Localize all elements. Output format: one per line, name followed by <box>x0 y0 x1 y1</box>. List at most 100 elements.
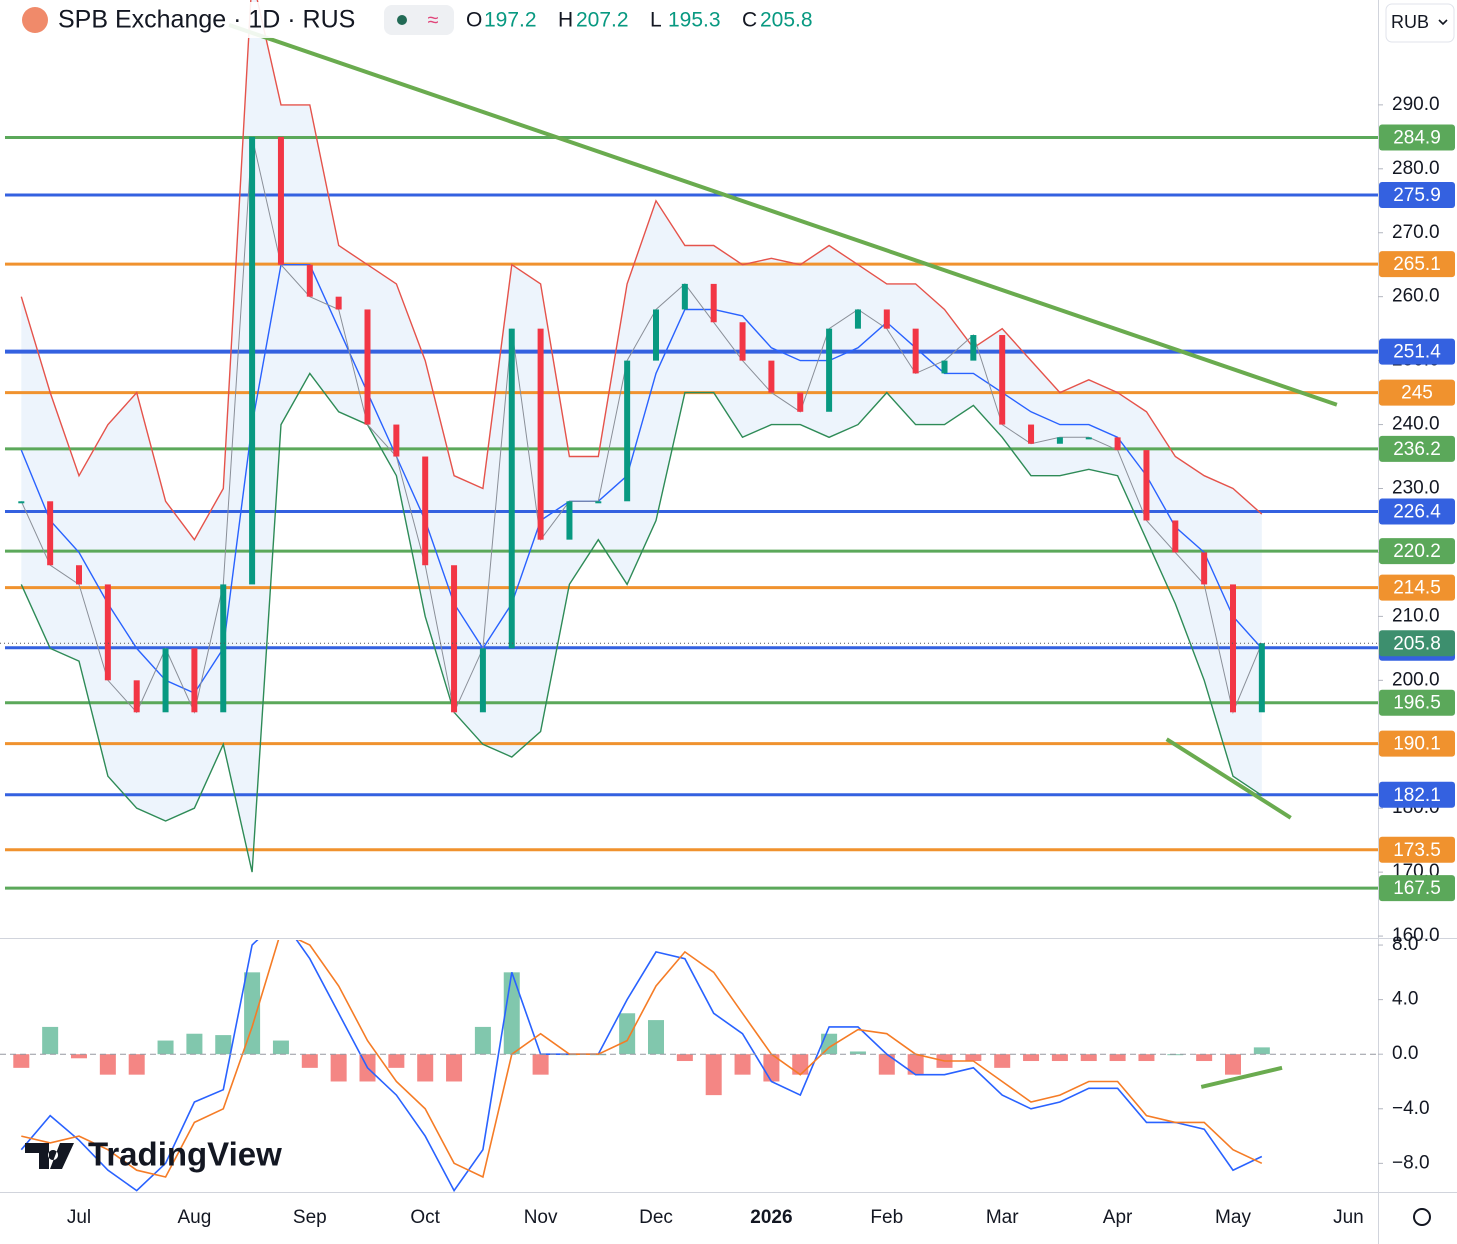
x-tick-label: Feb <box>870 1207 903 1228</box>
level-tag <box>1379 781 1455 808</box>
macd-bar <box>13 1054 30 1068</box>
x-tick-label: Jul <box>67 1207 91 1228</box>
candle-body <box>1143 450 1150 521</box>
x-tick-label: May <box>1215 1207 1251 1228</box>
level-tag-label: 226.4 <box>1393 502 1441 523</box>
x-tick-label: Apr <box>1103 1207 1133 1228</box>
macd-bar <box>1138 1054 1155 1062</box>
ohlc: O 197.2 H 207.2 L 195.3 C 205.8 <box>466 9 813 32</box>
level-tag <box>1379 379 1455 406</box>
level-tag <box>1379 730 1455 757</box>
level-tag <box>1379 630 1455 657</box>
candle-body <box>162 648 169 713</box>
currency[interactable]: RUB <box>1391 12 1429 32</box>
candle-body <box>768 360 775 393</box>
bb-lower <box>20 372 1263 873</box>
macd-bar <box>648 1020 664 1055</box>
macd-bar <box>532 1054 549 1075</box>
candle-body <box>335 296 342 310</box>
candle-body <box>1056 437 1063 444</box>
bb-upper <box>20 0 1263 541</box>
candle-body <box>191 648 198 713</box>
macd-bar <box>1023 1054 1040 1062</box>
header: SPB Exchange · 1D · RUS ≈ O 197.2 H 207.2 L 1… <box>8 2 828 38</box>
level-tag-label: 196.5 <box>1393 693 1441 714</box>
candle-body <box>306 264 313 297</box>
level-tag <box>1379 538 1455 565</box>
level-tag <box>1379 875 1455 902</box>
macd-bar <box>388 1054 405 1068</box>
logo <box>22 7 48 33</box>
level-tag-label: 275.9 <box>1393 185 1441 206</box>
y-tick-label: 200.0 <box>1392 669 1440 690</box>
macd-bar <box>474 1026 491 1055</box>
chevron[interactable] <box>1438 19 1448 26</box>
candle-body <box>1201 552 1208 585</box>
ohlc-value: 195.3 <box>668 9 721 32</box>
candle-body <box>854 309 861 329</box>
currency-box[interactable] <box>1385 3 1455 43</box>
y-tick-label: 160.0 <box>1392 925 1440 946</box>
candle-body <box>1114 437 1121 451</box>
candle-body <box>451 565 458 713</box>
candle-body <box>220 584 227 713</box>
y-tick-label: 240.0 <box>1392 414 1440 435</box>
trendline <box>1165 737 1292 820</box>
band-fill <box>21 0 1262 873</box>
candle-body <box>1085 437 1092 440</box>
candle-body <box>133 680 140 713</box>
y-tick-label: 0.0 <box>1392 1043 1418 1064</box>
candle-body <box>912 328 919 374</box>
candle-body <box>681 283 688 310</box>
status-icon: ≈ <box>428 9 439 31</box>
macd-bar <box>71 1054 87 1059</box>
macd-bar <box>849 1051 866 1055</box>
watermark: TradingView <box>25 1136 282 1173</box>
macd-bar <box>1196 1054 1213 1062</box>
macd-bar <box>186 1033 203 1055</box>
candle-body <box>1028 424 1035 444</box>
ohlc-label: H <box>558 9 573 32</box>
candle-body <box>508 328 515 649</box>
level-tag-label: 220.2 <box>1393 541 1441 562</box>
close-line <box>20 136 1263 714</box>
settings[interactable] <box>1413 1208 1431 1226</box>
currency-button[interactable]: RUB <box>1385 3 1455 43</box>
candle-body <box>104 584 111 681</box>
ohlc-value: 207.2 <box>576 9 629 32</box>
x-tick-label: Dec <box>639 1207 673 1228</box>
macd-bar <box>42 1026 59 1055</box>
macd-bar <box>1080 1054 1097 1062</box>
symbol-title: SPB Exchange · 1D · RUS <box>58 6 355 34</box>
candle-body <box>739 322 746 361</box>
candle-body <box>277 136 284 265</box>
macd-bar <box>99 1054 116 1075</box>
macd-bar <box>301 1054 318 1068</box>
macd-bar <box>792 1054 809 1075</box>
macd-bar <box>446 1054 463 1082</box>
bb-basis <box>20 264 1263 694</box>
status-dot <box>397 15 407 25</box>
level-tag <box>1379 251 1455 278</box>
trendline <box>1200 1065 1283 1089</box>
level-tag-label: 214.5 <box>1393 578 1441 599</box>
macd-bar <box>128 1054 145 1075</box>
macd-bar <box>965 1054 982 1062</box>
level-tag-label: 205.8 <box>1393 633 1441 654</box>
level-tag <box>1379 574 1455 601</box>
candle-body <box>624 360 631 502</box>
macd-bar <box>417 1054 434 1082</box>
macd-bar <box>705 1054 722 1096</box>
candle-body <box>826 328 833 412</box>
macd-bar <box>1225 1054 1241 1075</box>
macd-bar <box>734 1054 751 1075</box>
level-tag-label: 182.1 <box>1393 785 1441 806</box>
candle-body <box>76 565 82 585</box>
level-tag-label: 167.5 <box>1393 878 1441 899</box>
x-tick-label: Aug <box>177 1207 211 1228</box>
settings-icon[interactable] <box>1413 1208 1431 1226</box>
ohlc-value: 197.2 <box>484 9 537 32</box>
watermark-logo <box>25 1143 74 1169</box>
